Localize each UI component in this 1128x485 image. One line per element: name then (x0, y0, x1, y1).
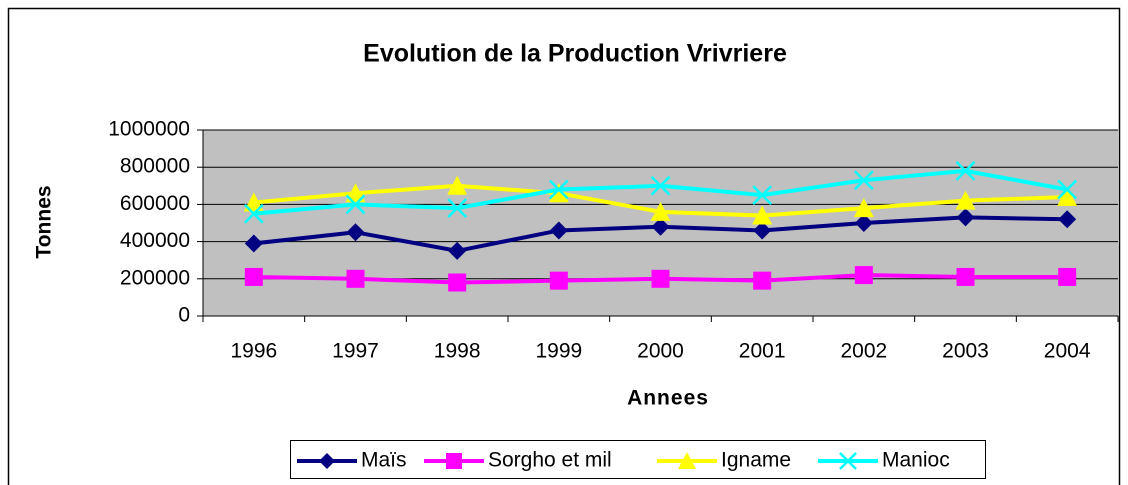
marker (955, 161, 976, 181)
marker (345, 183, 366, 203)
marker (752, 185, 773, 205)
marker (345, 194, 366, 215)
marker (447, 175, 468, 195)
marker (651, 217, 670, 236)
x-axis-label: Annees (627, 387, 709, 410)
marker (839, 452, 857, 470)
y-tick-label: 0 (178, 304, 190, 327)
marker (853, 198, 874, 218)
marker (244, 234, 263, 253)
marker (955, 190, 976, 210)
x-tick-label: 1996 (230, 340, 277, 363)
x-tick-label: 1997 (332, 340, 379, 363)
x-tick-label: 2000 (637, 340, 684, 363)
marker (244, 267, 263, 286)
marker (548, 179, 569, 200)
marker (678, 452, 696, 469)
marker (549, 221, 568, 240)
y-tick-label: 200000 (120, 266, 190, 289)
x-tick-label: 2003 (942, 340, 989, 363)
marker (319, 453, 335, 469)
marker (651, 269, 670, 288)
marker (650, 201, 671, 221)
marker (1057, 179, 1078, 200)
marker (753, 221, 772, 240)
chart-title: Evolution de la Production Vrivriere (363, 40, 787, 68)
y-tick-label: 600000 (120, 192, 190, 215)
marker (956, 208, 975, 227)
y-tick-label: 400000 (120, 229, 190, 252)
x-tick-label: 2004 (1044, 340, 1091, 363)
marker (447, 198, 468, 219)
legend-label: Maïs (361, 449, 407, 472)
marker (243, 203, 264, 224)
legend-label: Sorgho et mil (488, 449, 612, 472)
x-tick-label: 1999 (535, 340, 582, 363)
marker (1057, 186, 1078, 206)
x-tick-label: 2001 (739, 340, 786, 363)
marker (753, 271, 772, 290)
marker (1058, 210, 1077, 229)
marker (446, 453, 462, 469)
y-axis-label: Tonnes (33, 185, 56, 258)
marker (448, 241, 467, 260)
marker (346, 269, 365, 288)
marker (650, 175, 671, 196)
marker (243, 192, 264, 212)
marker (853, 170, 874, 191)
x-tick-label: 2002 (840, 340, 887, 363)
marker (346, 223, 365, 242)
legend-label: Igname (721, 449, 791, 472)
marker (854, 214, 873, 232)
marker (549, 271, 568, 290)
y-tick-label: 800000 (120, 155, 190, 178)
y-tick-label: 1000000 (108, 118, 190, 141)
marker (854, 266, 873, 285)
x-tick-label: 1998 (434, 340, 481, 363)
legend-label: Manioc (882, 449, 950, 472)
marker (1058, 267, 1077, 286)
marker (956, 267, 975, 286)
marker (548, 183, 569, 203)
marker (448, 273, 467, 292)
marker (752, 205, 773, 225)
